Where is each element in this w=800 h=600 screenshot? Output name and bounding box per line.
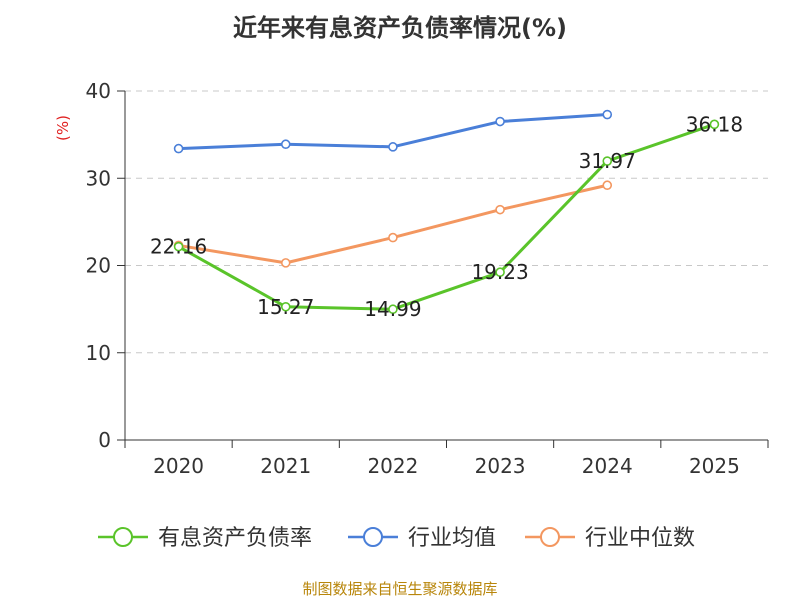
y-tick-label: 30 xyxy=(86,166,111,190)
data-label-layer: 22.16 15.27 14.99 19.23 31.97 36.18 xyxy=(150,112,743,321)
data-point xyxy=(388,232,398,243)
data-point xyxy=(602,156,613,166)
source-note: 制图数据来自恒生聚源数据库 xyxy=(302,580,498,598)
data-point xyxy=(602,109,613,120)
legend-label: 行业中位数 xyxy=(585,526,695,551)
series-line xyxy=(178,183,608,265)
x-tick-label: 2024 xyxy=(582,454,633,478)
y-tick-label: 0 xyxy=(98,428,111,452)
y-tick-label: 40 xyxy=(86,79,111,103)
data-point xyxy=(495,204,505,215)
legend-label: 有息资产负债率 xyxy=(158,526,312,551)
data-point xyxy=(388,304,398,315)
x-tick-label: 2020 xyxy=(153,454,204,478)
grid-layer xyxy=(125,90,768,354)
data-point xyxy=(602,180,613,191)
data-point xyxy=(280,258,291,268)
legend-marker xyxy=(363,527,383,547)
data-point xyxy=(495,267,505,278)
data-point xyxy=(280,301,291,312)
chart-title: 近年来有息资产负债率情况(%) xyxy=(233,14,567,42)
legend-marker xyxy=(113,527,133,547)
series-layer xyxy=(173,109,720,315)
data-point xyxy=(173,143,184,154)
axis-layer: 0 10 20 30 40 2020 2021 2022 2023 2024 2025 (%) xyxy=(54,79,769,478)
data-point xyxy=(388,142,398,152)
data-point xyxy=(173,241,184,252)
legend: 有息资产负债率 行业均值 行业中位数 xyxy=(98,526,695,551)
y-tick-label: 20 xyxy=(86,254,111,278)
data-label: 14.99 xyxy=(364,297,421,321)
data-label: 31.97 xyxy=(579,149,636,173)
legend-marker xyxy=(540,527,560,547)
data-point xyxy=(280,139,291,150)
legend-label: 行业均值 xyxy=(408,526,496,551)
data-point xyxy=(495,116,505,127)
y-tick-label: 10 xyxy=(86,341,111,365)
x-tick-label: 2021 xyxy=(260,454,311,478)
data-label: 15.27 xyxy=(257,295,314,319)
data-label: 36.18 xyxy=(686,112,743,136)
x-tick-label: 2022 xyxy=(367,454,418,478)
legend-item: 行业均值 xyxy=(348,526,496,551)
data-label: 19.23 xyxy=(471,260,528,284)
x-tick-label: 2023 xyxy=(475,454,526,478)
y-axis-label: (%) xyxy=(54,115,72,141)
data-point xyxy=(709,119,720,130)
series-line xyxy=(177,122,715,311)
data-label: 22.16 xyxy=(150,235,207,259)
legend-item: 行业中位数 xyxy=(525,526,695,551)
x-tick-label: 2025 xyxy=(689,454,740,478)
legend-item: 有息资产负债率 xyxy=(98,526,312,551)
